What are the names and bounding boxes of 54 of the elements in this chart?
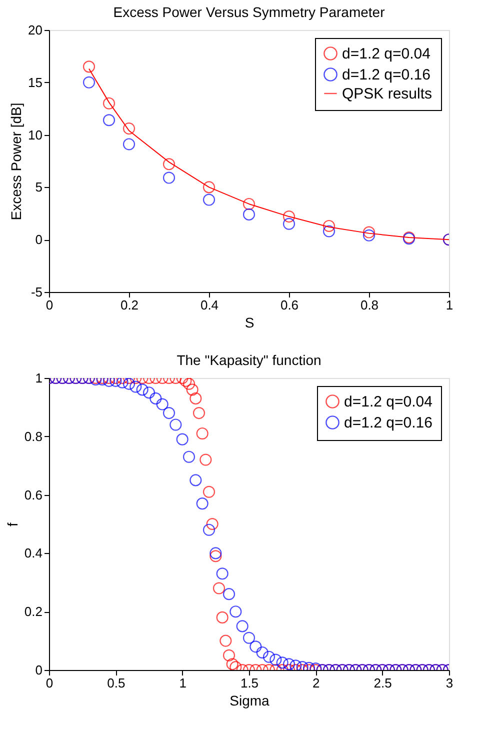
x-tick-label: 2.5 [374,676,392,690]
legend-label: d=1.2 q=0.04 [342,46,430,62]
y-axis-title: f [4,522,20,526]
chart-title: Excess Power Versus Symmetry Parameter [113,4,386,20]
x-tick-label: 0.6 [280,298,299,312]
y-tick-label: 0.4 [24,546,42,561]
point [162,158,176,170]
point [82,76,96,88]
y-tick-label: 10 [28,127,42,142]
point [362,226,376,238]
point [202,181,216,194]
y-tick-label: 15 [28,74,42,90]
legend-label: d=1.2 q=0.04 [344,394,432,410]
chart-title: The "Kapasity" function [176,352,322,368]
y-tick-label: 0.2 [24,604,42,620]
point [162,172,176,184]
point [362,229,376,242]
point [122,138,136,150]
x-tick-label: 3 [446,676,454,690]
x-tick-label: 0.5 [107,676,126,690]
x-tick-label: 2 [312,676,320,690]
x-axis-title: Sigma [230,692,270,708]
x-tick-label: 0 [46,676,54,690]
x-tick-label: 0 [46,298,54,312]
y-axis-title: Excess Power [dB] [8,102,24,220]
x-tick-label: 1 [446,298,454,312]
y-tick-label: 0.6 [24,487,42,502]
x-tick-label: 1 [179,676,186,690]
x-tick-label: 0.4 [200,298,219,312]
y-tick-label: 0.8 [24,428,42,444]
y-tick-label: -5 [30,284,42,300]
point [82,60,96,73]
legend-label: QPSK results [342,86,432,102]
point [102,114,116,126]
point [242,208,256,220]
y-tick-label: 20 [28,22,42,38]
point [322,225,336,238]
point [282,218,296,230]
y-tick-label: 0 [35,662,42,678]
point [102,97,116,110]
legend-label: d=1.2 q=0.16 [344,414,432,432]
point [322,220,336,232]
x-axis-title: S [244,314,254,330]
y-tick-label: 1 [35,370,42,386]
x-tick-label: 1.5 [240,676,259,690]
x-tick-label: 0.2 [120,298,139,312]
legend-label: d=1.2 q=0.16 [342,66,430,84]
y-tick-label: 0 [35,232,42,248]
point [242,198,256,210]
y-tick-label: 5 [35,180,42,195]
point [122,122,136,135]
x-tick-label: 0.8 [360,298,379,312]
point [282,210,296,223]
point [202,194,216,206]
